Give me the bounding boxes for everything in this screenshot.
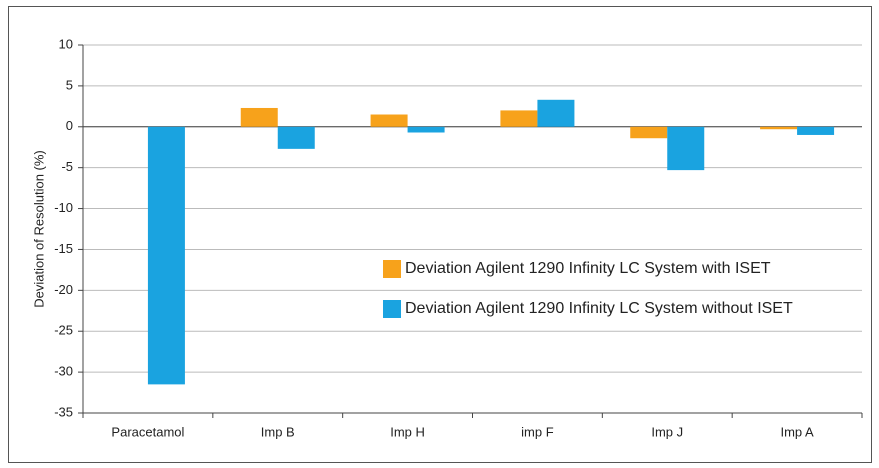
x-tick-label: imp F: [521, 424, 554, 439]
x-tick-label: Imp H: [390, 424, 425, 439]
legend-label: Deviation Agilent 1290 Infinity LC Syste…: [405, 300, 793, 317]
bar: [370, 114, 408, 127]
y-tick-label: 10: [59, 36, 73, 51]
bar: [240, 107, 278, 127]
legend-swatch: [383, 300, 401, 318]
bar: [500, 110, 538, 127]
bar: [760, 126, 798, 130]
y-tick-label: -30: [54, 364, 73, 379]
bar: [277, 126, 315, 149]
y-axis-label: Deviation of Resolution (%): [31, 150, 46, 308]
legend-swatch: [383, 260, 401, 278]
y-tick-label: -25: [54, 323, 73, 338]
bar: [537, 99, 575, 127]
legend-label: Deviation Agilent 1290 Infinity LC Syste…: [405, 260, 771, 277]
x-tick-label: Imp A: [780, 424, 814, 439]
y-tick-label: -5: [61, 159, 73, 174]
bar: [407, 126, 445, 133]
y-tick-label: 0: [66, 118, 73, 133]
x-tick-label: Imp J: [651, 424, 683, 439]
y-tick-label: -35: [54, 404, 73, 419]
frame: [8, 6, 872, 463]
bar: [630, 126, 668, 139]
x-tick-label: Paracetamol: [111, 424, 184, 439]
bar: [667, 126, 705, 171]
x-tick-label: Imp B: [261, 424, 295, 439]
y-tick-label: -10: [54, 200, 73, 215]
bar: [147, 126, 185, 385]
bar: [797, 126, 835, 135]
y-tick-label: 5: [66, 77, 73, 92]
y-tick-label: -15: [54, 241, 73, 256]
y-tick-label: -20: [54, 282, 73, 297]
